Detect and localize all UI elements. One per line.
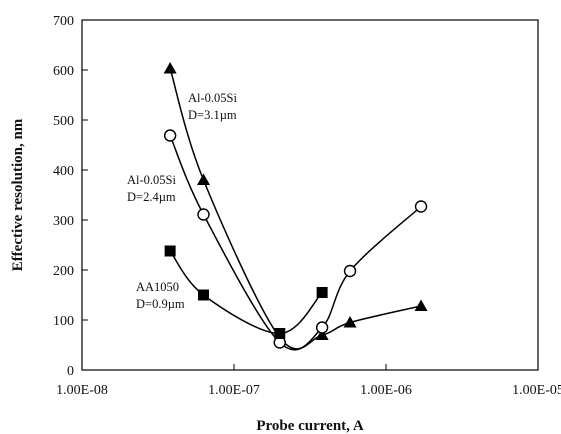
y-tick-label: 0 — [67, 364, 74, 379]
series-markers — [163, 62, 428, 349]
data-point-triangle — [196, 173, 210, 185]
y-tick-label: 200 — [53, 264, 74, 279]
annotation-line-2: D=0.9µm — [136, 297, 185, 311]
series-line — [169, 135, 422, 351]
data-point-triangle — [163, 62, 177, 74]
data-point-square — [316, 287, 328, 298]
x-tick-label: 1.00E-08 — [56, 383, 108, 398]
annotation-line-1: Al-0.05Si — [127, 173, 176, 187]
annotation-line-1: Al-0.05Si — [188, 91, 237, 105]
annotation-aa1050-d0.9: AA1050 D=0.9µm — [136, 280, 185, 311]
data-point-triangle — [315, 328, 329, 340]
data-point-triangle — [343, 316, 357, 328]
x-axis-title: Probe current, A — [256, 418, 364, 434]
annotation-line-1: AA1050 — [136, 280, 179, 294]
x-tick-label: 1.00E-06 — [360, 383, 412, 398]
data-point-circle — [163, 129, 177, 142]
x-tick-label: 1.00E-07 — [208, 383, 260, 398]
y-tick-label: 100 — [53, 314, 74, 329]
data-point-square — [274, 328, 286, 339]
data-point-square — [197, 289, 209, 301]
y-tick-label: 700 — [53, 14, 74, 29]
annotation-al-0.05si-d2.4: Al-0.05Si D=2.4µm — [127, 173, 176, 204]
annotation-line-2: D=2.4µm — [127, 190, 176, 204]
data-point-circle — [197, 208, 210, 221]
x-axis-ticks: 1.00E-08 1.00E-07 1.00E-06 1.00E-05 — [56, 364, 561, 398]
data-point-circle — [414, 200, 428, 213]
plot-area-frame — [81, 19, 539, 371]
y-tick-label: 500 — [53, 114, 74, 129]
data-point-circle — [343, 264, 357, 278]
y-axis-title: Effective resolution, nm — [10, 118, 26, 271]
data-point-square — [164, 245, 176, 257]
annotation-line-2: D=3.1µm — [188, 108, 237, 122]
data-point-circle — [315, 321, 329, 334]
series-line — [169, 250, 323, 335]
data-point-triangle — [414, 299, 428, 311]
annotation-al-0.05si-d3.1: Al-0.05Si D=3.1µm — [188, 91, 237, 122]
y-tick-label: 600 — [53, 64, 74, 79]
y-tick-label: 400 — [53, 164, 74, 179]
y-tick-label: 300 — [53, 214, 74, 229]
x-tick-label: 1.00E-05 — [512, 383, 561, 398]
y-axis-ticks: 0 100 200 300 400 500 600 700 — [53, 14, 88, 379]
